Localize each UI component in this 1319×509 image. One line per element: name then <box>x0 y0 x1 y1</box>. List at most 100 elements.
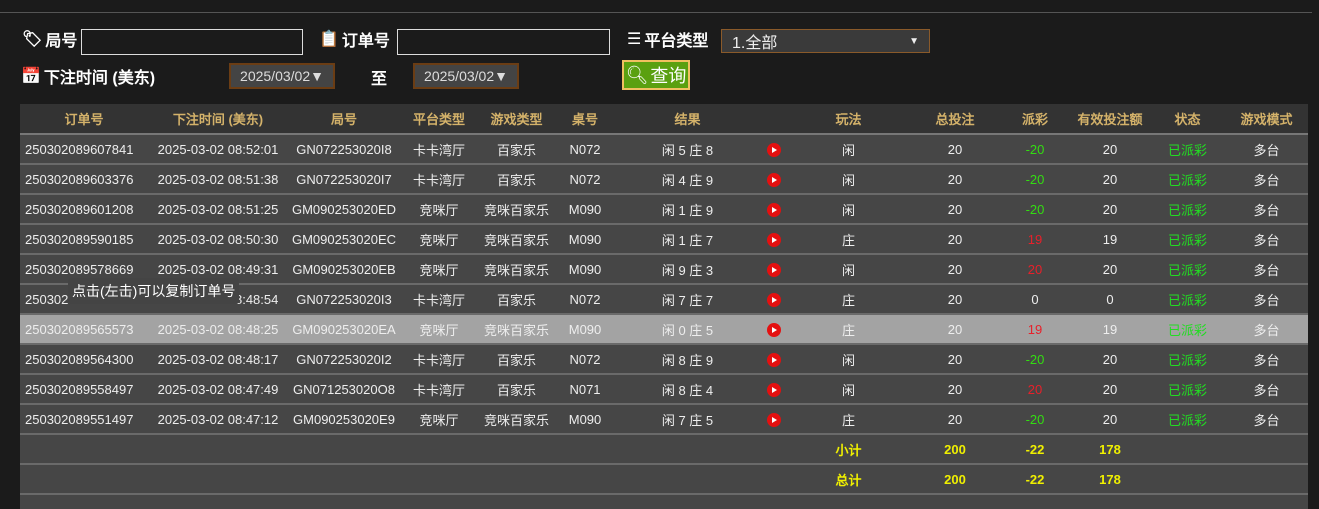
column-header: 有效投注额 <box>1070 104 1150 135</box>
cell-status: 已派彩 <box>1150 254 1225 285</box>
table-row[interactable]: 250302089607841 2025-03-02 08:52:01 GN0722… <box>20 134 1308 165</box>
cell-order[interactable]: 250302089607841 <box>20 134 148 165</box>
cell-result: 闲 0 庄 5 <box>615 314 760 345</box>
summary-cell <box>148 464 288 495</box>
cell-status: 已派彩 <box>1150 134 1225 165</box>
cell-play: 闲 <box>787 374 910 405</box>
date-to-select[interactable]: 2025/03/02▼ <box>413 63 519 89</box>
cell-round: GN072253020I3 <box>288 284 400 315</box>
cell-order[interactable]: 250302089590185 <box>20 224 148 255</box>
cell-game: 百家乐 <box>478 164 555 195</box>
cell-time: 2025-03-02 08:50:30 <box>148 224 288 255</box>
table-row[interactable]: 250302089558497 2025-03-02 08:47:49 GN0712… <box>20 374 1308 405</box>
cell-game: 百家乐 <box>478 284 555 315</box>
round-input[interactable] <box>81 29 303 55</box>
play-icon[interactable] <box>766 172 781 187</box>
platform-label-text: 平台类型 <box>644 33 709 50</box>
cell-platform: 竞咪厅 <box>400 314 478 345</box>
cell-payout: -20 <box>1000 164 1070 195</box>
summary-cell <box>615 434 760 465</box>
cell-status: 已派彩 <box>1150 194 1225 225</box>
play-icon[interactable] <box>766 292 781 307</box>
order-input[interactable] <box>397 29 610 55</box>
summary-cell: -22 <box>1000 434 1070 465</box>
time-label: 📅 下注时间 (美东) <box>21 64 155 88</box>
list-icon: ☰ <box>627 31 642 48</box>
table-row[interactable]: 250302089564300 2025-03-02 08:48:17 GN0722… <box>20 344 1308 375</box>
platform-select[interactable]: 1.全部 ▼ <box>721 29 930 53</box>
empty-row <box>20 494 1308 509</box>
table-row[interactable]: 2503022025-03-02 08:48:54GN072253020I3卡卡… <box>20 284 1308 315</box>
round-label-text: 局号 <box>45 33 78 50</box>
tag-icon: 🏷 <box>22 31 43 48</box>
summary-cell <box>288 464 400 495</box>
cell-payout: -20 <box>1000 344 1070 375</box>
table-row[interactable]: 250302089551497 2025-03-02 08:47:12 GM0902… <box>20 404 1308 435</box>
summary-cell <box>478 464 555 495</box>
query-label: 查询 <box>650 66 687 86</box>
table-row[interactable]: 250302089603376 2025-03-02 08:51:38 GN0722… <box>20 164 1308 195</box>
cell-order[interactable]: 250302089551497 <box>20 404 148 435</box>
cell-order[interactable]: 250302089565573 <box>20 314 148 345</box>
replay-cell <box>760 134 787 165</box>
cell-status: 已派彩 <box>1150 164 1225 195</box>
cell-payout: -20 <box>1000 194 1070 225</box>
cell-game: 竞咪百家乐 <box>478 404 555 435</box>
query-button[interactable]: 🔍︎ 查询 <box>622 60 690 90</box>
play-icon[interactable] <box>766 412 781 427</box>
play-icon[interactable] <box>766 202 781 217</box>
cell-time: 2025-03-02 08:48:25 <box>148 314 288 345</box>
summary-cell <box>1225 434 1308 465</box>
column-header <box>760 104 787 135</box>
cell-round: GM090253020ED <box>288 194 400 225</box>
cell-table: N072 <box>555 164 615 195</box>
cell-mode: 多台 <box>1225 284 1308 315</box>
play-icon[interactable] <box>766 232 781 247</box>
cell-time: 2025-03-02 08:47:49 <box>148 374 288 405</box>
cell-game: 百家乐 <box>478 344 555 375</box>
column-header: 下注时间 (美东) <box>148 104 288 135</box>
table-row[interactable]: 250302089590185 2025-03-02 08:50:30 GM0902… <box>20 224 1308 255</box>
cell-table: M090 <box>555 404 615 435</box>
cell-valid: 20 <box>1070 164 1150 195</box>
replay-cell <box>760 374 787 405</box>
cell-status: 已派彩 <box>1150 224 1225 255</box>
cell-platform: 卡卡湾厅 <box>400 134 478 165</box>
cell-order[interactable]: 250302089601208 <box>20 194 148 225</box>
summary-cell <box>478 434 555 465</box>
cell-order[interactable]: 250302089558497 <box>20 374 148 405</box>
orders-table: 订单号 下注时间 (美东) 局号 平台类型 游戏类型 桌号 结果 玩法 总投注 派彩 有效投注额 状态… <box>20 104 1308 509</box>
play-icon[interactable] <box>766 262 781 277</box>
summary-cell <box>1225 464 1308 495</box>
cell-play: 庄 <box>787 284 910 315</box>
cell-bet: 20 <box>910 404 1000 435</box>
column-header: 桌号 <box>555 104 615 135</box>
cell-round: GM090253020E9 <box>288 404 400 435</box>
cell-play: 庄 <box>787 224 910 255</box>
cell-valid: 20 <box>1070 374 1150 405</box>
play-icon[interactable] <box>766 352 781 367</box>
cell-play: 庄 <box>787 314 910 345</box>
replay-cell <box>760 344 787 375</box>
column-header: 派彩 <box>1000 104 1070 135</box>
cell-table: M090 <box>555 224 615 255</box>
cell-mode: 多台 <box>1225 404 1308 435</box>
column-header: 平台类型 <box>400 104 478 135</box>
play-icon[interactable] <box>766 322 781 337</box>
cell-payout: -20 <box>1000 134 1070 165</box>
cell-result: 闲 7 庄 7 <box>615 284 760 315</box>
date-from-select[interactable]: 2025/03/02▼ <box>229 63 335 89</box>
cell-status: 已派彩 <box>1150 314 1225 345</box>
cell-order[interactable]: 250302089603376 <box>20 164 148 195</box>
cell-payout: 19 <box>1000 314 1070 345</box>
table-row[interactable]: 250302089601208 2025-03-02 08:51:25 GM0902… <box>20 194 1308 225</box>
play-icon[interactable] <box>766 142 781 157</box>
summary-cell <box>288 434 400 465</box>
table-row[interactable]: 250302089565573 2025-03-02 08:48:25 GM0902… <box>20 314 1308 345</box>
cell-round: GN072253020I7 <box>288 164 400 195</box>
cell-order[interactable]: 250302089564300 <box>20 344 148 375</box>
cell-bet: 20 <box>910 224 1000 255</box>
play-icon[interactable] <box>766 382 781 397</box>
chevron-down-icon: ▼ <box>909 35 919 47</box>
summary-cell: 200 <box>910 464 1000 495</box>
